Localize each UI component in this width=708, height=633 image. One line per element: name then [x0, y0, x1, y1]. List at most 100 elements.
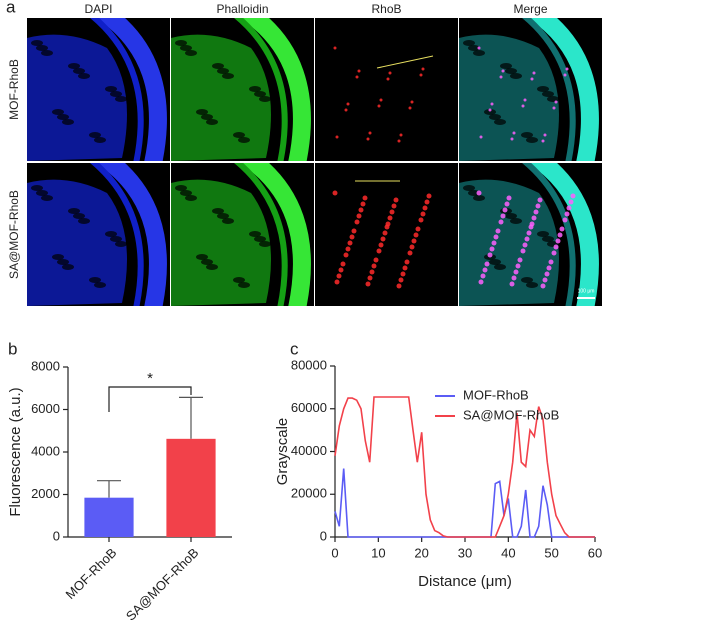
signal-spot — [557, 232, 563, 238]
micrograph: 100 μm — [459, 163, 602, 306]
signal-spot — [523, 98, 527, 102]
signal-spot — [424, 199, 430, 205]
tissue-fold — [201, 114, 213, 120]
x-tick-label: 0 — [331, 545, 338, 560]
tissue-fold — [233, 277, 245, 283]
signal-spot — [387, 215, 393, 221]
tissue-band — [95, 163, 167, 306]
signal-spot — [397, 139, 401, 143]
micrograph — [27, 18, 170, 161]
signal-spot — [396, 283, 402, 289]
signal-spot — [360, 201, 366, 207]
column-header: Phalloidin — [216, 2, 268, 16]
tissue-fold — [31, 40, 43, 46]
tissue-fold — [259, 96, 271, 102]
tissue-fold — [537, 231, 549, 237]
y-axis-label: Fluorescence (a.u.) — [7, 387, 24, 516]
tissue-fold — [537, 86, 549, 92]
signal-spot — [559, 226, 565, 232]
scale-bar — [577, 297, 595, 299]
signal-spot — [365, 281, 371, 287]
bar — [166, 438, 216, 537]
image-background — [315, 18, 458, 161]
signal-spot — [391, 203, 397, 209]
tissue-fold — [473, 195, 485, 201]
signal-spot — [570, 193, 576, 199]
signal-spot — [346, 102, 350, 106]
signal-spot — [408, 106, 412, 110]
tissue-region — [27, 179, 127, 306]
tissue-fold — [201, 259, 213, 265]
tissue-fold — [489, 114, 501, 120]
tissue-fold — [463, 40, 475, 46]
signal-spot — [420, 211, 426, 217]
tissue-fold — [105, 231, 117, 237]
tissue-fold — [196, 254, 208, 260]
tissue-fold — [115, 96, 127, 102]
signal-spot — [565, 67, 569, 71]
tissue-fold — [196, 109, 208, 115]
micrograph-content — [459, 18, 602, 161]
tissue-fold — [115, 241, 127, 247]
tissue-fold — [217, 68, 229, 74]
signal-spot — [409, 244, 415, 250]
signal-spot — [379, 98, 383, 102]
signal-spot — [528, 224, 534, 230]
tissue-fold — [238, 282, 250, 288]
tissue-fold — [62, 119, 74, 125]
signal-spot — [479, 135, 483, 139]
x-tick-label: 60 — [588, 545, 602, 560]
tissue-fold — [510, 218, 522, 224]
signal-spot — [362, 195, 368, 201]
signal-spot — [344, 108, 348, 112]
signal-spot — [487, 252, 493, 258]
signal-spot — [410, 100, 414, 104]
signal-spot — [542, 277, 548, 283]
tissue-fold — [222, 218, 234, 224]
tissue-fold — [500, 63, 512, 69]
row-label: MOF-RhoB — [7, 59, 21, 120]
signal-spot — [388, 71, 392, 75]
signal-spot — [371, 263, 377, 269]
tissue-fold — [222, 73, 234, 79]
tissue-fold — [175, 185, 187, 191]
y-tick-label: 0 — [320, 528, 327, 543]
tissue-band — [239, 18, 311, 161]
signal-spot — [340, 261, 346, 267]
row-label: SA@MOF-RhoB — [7, 190, 21, 279]
micrograph-content — [315, 18, 458, 161]
signal-spot — [522, 242, 528, 248]
tissue-band — [527, 163, 599, 306]
signal-spot — [356, 213, 362, 219]
signal-spot — [543, 133, 547, 137]
signal-spot — [546, 265, 552, 271]
signal-spot — [535, 203, 541, 209]
signal-spot — [343, 252, 349, 258]
tissue-fold — [468, 45, 480, 51]
signal-spot — [493, 234, 499, 240]
signal-spot — [511, 275, 517, 281]
x-tick-label: 30 — [458, 545, 472, 560]
tissue-fold — [489, 259, 501, 265]
signal-spot — [515, 263, 521, 269]
tissue-fold — [212, 208, 224, 214]
tissue-fold — [175, 40, 187, 46]
signal-spot — [419, 73, 423, 77]
signal-spot — [530, 77, 534, 81]
tissue-fold — [73, 68, 85, 74]
signal-spot — [358, 207, 364, 213]
x-tick-label: 10 — [371, 545, 385, 560]
y-tick-label: 0 — [53, 528, 60, 543]
panel-label: b — [8, 339, 17, 358]
signal-spot — [532, 71, 536, 75]
signal-spot — [373, 257, 379, 263]
y-tick-label: 60000 — [291, 400, 327, 415]
signal-spot — [553, 244, 559, 250]
tissue-band — [234, 163, 288, 306]
signal-spot — [520, 248, 526, 254]
tissue-fold — [89, 132, 101, 138]
signal-spot — [426, 193, 432, 199]
tissue-fold — [542, 91, 554, 97]
y-tick-label: 80000 — [291, 357, 327, 372]
